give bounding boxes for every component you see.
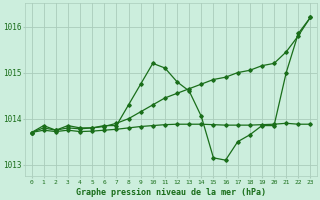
X-axis label: Graphe pression niveau de la mer (hPa): Graphe pression niveau de la mer (hPa) — [76, 188, 266, 197]
